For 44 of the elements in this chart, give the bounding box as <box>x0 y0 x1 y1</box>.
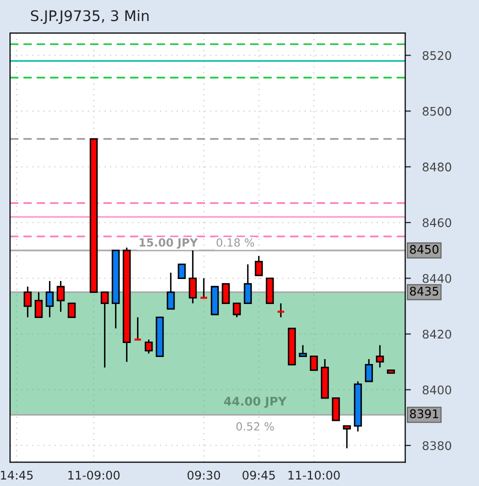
x-tick-label: 09:30 <box>188 470 220 480</box>
candlestick <box>199 278 208 299</box>
chart-title: S.JP.J9735, 3 Min <box>30 10 149 24</box>
candlestick <box>144 338 153 354</box>
candlestick <box>178 264 186 279</box>
ref-line-label: 8391 <box>410 409 438 418</box>
annotation: 44.00 JPY <box>224 396 287 408</box>
candlestick <box>24 286 32 318</box>
candlestick <box>34 292 43 318</box>
candlestick <box>254 255 263 276</box>
candlestick <box>100 292 109 368</box>
candlestick <box>310 356 318 371</box>
ref-line-label: 8450 <box>410 244 438 254</box>
candlestick <box>232 302 241 318</box>
y-tick-label: 8460 <box>422 218 452 228</box>
candlestick <box>276 302 286 318</box>
y-tick-label: 8480 <box>422 162 452 172</box>
candlestick <box>56 280 65 312</box>
x-tick-label: 11-09:00 <box>68 470 120 480</box>
candlestick <box>364 358 373 382</box>
annotation: 0.52 % <box>236 422 274 431</box>
candlestick <box>166 272 175 310</box>
y-tick-label: 8440 <box>422 274 452 283</box>
ref-line-label: 8435 <box>410 286 438 296</box>
y-tick-label: 8380 <box>422 441 452 450</box>
y-tick-label: 8500 <box>422 106 452 116</box>
candlestick <box>68 302 76 318</box>
candlestick <box>298 344 307 357</box>
annotation: 0.18 % <box>216 238 254 247</box>
candlestick <box>46 280 54 318</box>
candlestick <box>188 250 197 304</box>
candlestick <box>332 397 340 422</box>
y-tick-label: 8400 <box>422 385 452 394</box>
x-tick-label: 11-10:00 <box>288 470 340 480</box>
candlestick <box>244 264 252 304</box>
annotation: 15.00 JPY <box>140 238 198 249</box>
candlestick <box>222 283 230 304</box>
x-tick-label: 14:45 <box>0 470 33 480</box>
x-tick-label: 09:45 <box>242 470 275 480</box>
y-tick-label: 8420 <box>422 330 452 339</box>
candlestick <box>133 316 142 341</box>
candlestick <box>376 344 384 368</box>
candlestick <box>342 425 351 449</box>
y-tick-label: 8520 <box>422 51 452 60</box>
